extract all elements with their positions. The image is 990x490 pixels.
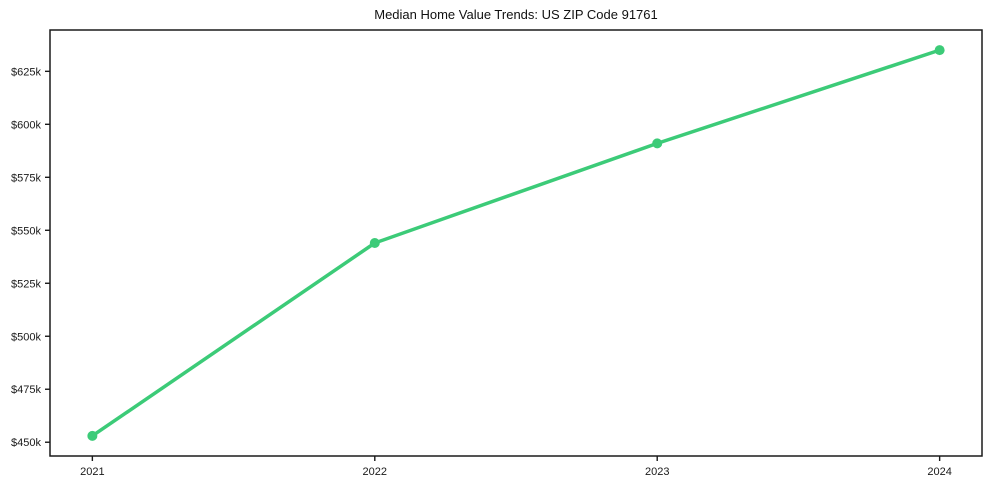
data-point-marker bbox=[652, 138, 663, 149]
y-axis-tick-label: $500k bbox=[11, 331, 41, 343]
y-axis-tick-label: $575k bbox=[11, 172, 41, 184]
x-axis-tick-label: 2023 bbox=[645, 466, 669, 478]
x-axis-tick-label: 2022 bbox=[363, 466, 387, 478]
plot-area bbox=[50, 30, 982, 456]
trend-line bbox=[90, 48, 942, 438]
y-axis-tick-label: $475k bbox=[11, 384, 41, 396]
data-point-marker bbox=[934, 45, 945, 56]
x-axis-tick-label: 2024 bbox=[927, 466, 951, 478]
plot-frame bbox=[49, 29, 983, 457]
x-axis-tick-label: 2021 bbox=[80, 466, 104, 478]
y-axis-tick-label: $600k bbox=[11, 119, 41, 131]
y-axis-tick-label: $625k bbox=[11, 66, 41, 78]
chart-title: Median Home Value Trends: US ZIP Code 91… bbox=[374, 7, 658, 22]
y-axis-tick-label: $550k bbox=[11, 225, 41, 237]
data-point-marker bbox=[87, 430, 98, 441]
y-axis-tick-label: $525k bbox=[11, 278, 41, 290]
y-axis-tick-label: $450k bbox=[11, 437, 41, 449]
data-point-marker bbox=[369, 238, 380, 248]
